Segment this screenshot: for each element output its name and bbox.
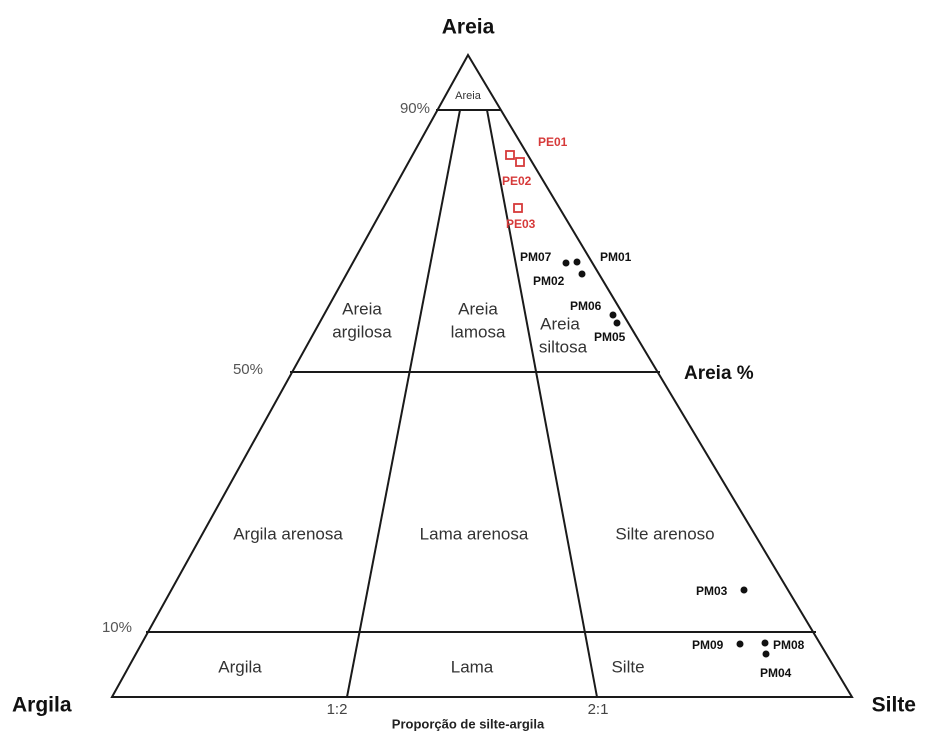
samples: PE01 PE02 PE03 PM07 PM01 PM02 PM06 PM05 …: [502, 135, 805, 680]
apex-label: Areia: [442, 16, 495, 39]
sample-marker: [505, 150, 515, 160]
regions: Areia Areia argilosa Areia lamosa Areia …: [218, 90, 714, 677]
axis-caption: Proporção de silte-argila: [392, 716, 545, 731]
region-label: Lama: [451, 657, 494, 676]
percent-label: 50%: [233, 361, 263, 378]
sample-marker: [578, 270, 586, 278]
region-label: Lama arenosa: [420, 524, 529, 543]
sample-label: PM01: [600, 250, 632, 264]
sample-marker: [761, 639, 769, 647]
region-label: argilosa: [332, 322, 392, 341]
sample-marker: [762, 650, 770, 658]
sample-label: PE01: [538, 135, 568, 149]
frame: [110, 52, 854, 698]
sample-label: PM07: [520, 250, 552, 264]
ratio-label: 2:1: [588, 701, 609, 718]
sample-marker: [609, 311, 617, 319]
region-label: Areia: [455, 90, 482, 102]
sample-marker: [562, 259, 570, 267]
region-label: Areia: [458, 299, 498, 318]
sample-marker: [573, 258, 581, 266]
sample-marker: [740, 586, 748, 594]
percent-label: 10%: [102, 619, 132, 636]
sample-label: PE03: [506, 217, 536, 231]
sample-label: PE02: [502, 174, 532, 188]
sample-label: PM04: [760, 666, 792, 680]
sample-marker: [736, 640, 744, 648]
right-corner-label: Silte: [872, 694, 916, 717]
region-label: Silte arenoso: [615, 524, 714, 543]
sample-label: PM08: [773, 638, 805, 652]
ratio-line-2-1: [486, 109, 598, 698]
percent-label: 90%: [400, 100, 430, 117]
sample-marker: [613, 319, 621, 327]
sample-label: PM05: [594, 330, 626, 344]
ratio-line-1-2: [346, 109, 461, 698]
region-label: Argila arenosa: [233, 524, 343, 543]
region-label: lamosa: [451, 322, 506, 341]
axis-label: Areia %: [684, 363, 754, 384]
sample-label: PM02: [533, 274, 565, 288]
sample-marker: [515, 157, 525, 167]
triangle: [110, 52, 854, 698]
sample-marker: [513, 203, 523, 213]
left-corner-label: Argila: [12, 694, 72, 717]
sample-label: PM06: [570, 299, 602, 313]
region-label: siltosa: [539, 337, 588, 356]
sample-label: PM03: [696, 584, 728, 598]
region-label: Areia: [540, 314, 580, 333]
region-label: Areia: [342, 299, 382, 318]
region-label: Argila: [218, 657, 262, 676]
ratio-label: 1:2: [327, 701, 348, 718]
sample-label: PM09: [692, 638, 724, 652]
region-label: Silte: [611, 657, 644, 676]
